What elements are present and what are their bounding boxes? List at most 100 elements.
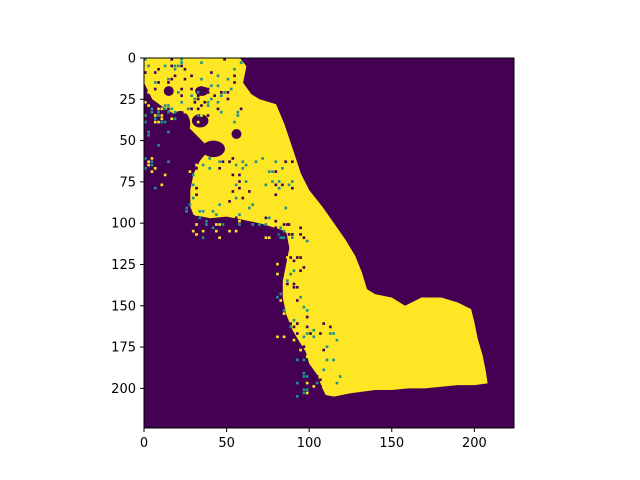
mask-pixel: [241, 160, 245, 164]
mask-pixel: [312, 385, 316, 388]
mask-pixel: [193, 67, 197, 71]
mask-pixel: [147, 186, 150, 190]
mask-pixel: [302, 335, 306, 339]
mask-pixel: [173, 117, 177, 121]
mask-pixel: [299, 259, 302, 263]
mask-pixel: [200, 67, 203, 71]
mask-pixel: [153, 167, 157, 170]
x-tick-label: 100: [297, 436, 322, 451]
mask-pixel: [195, 163, 198, 167]
mask-pixel: [228, 160, 231, 164]
mask-pixel: [147, 130, 150, 134]
mask-pixel: [218, 203, 221, 206]
mask-hole: [170, 110, 191, 138]
mask-pixel: [276, 272, 279, 276]
mask-pixel: [208, 186, 212, 190]
mask-pixel: [173, 64, 177, 68]
mask-pixel: [144, 157, 147, 160]
mask-pixel: [248, 190, 251, 193]
mask-pixel: [267, 216, 271, 220]
x-tick-label: 0: [140, 436, 148, 451]
mask-pixel: [329, 325, 332, 329]
mask-pixel: [289, 256, 292, 259]
mask-pixel: [325, 345, 329, 349]
mask-pixel: [163, 64, 167, 68]
mask-pixel: [216, 84, 220, 88]
mask-pixel: [248, 206, 251, 210]
mask-hole: [191, 114, 209, 128]
mask-pixel: [295, 381, 299, 385]
mask-pixel: [208, 183, 212, 187]
mask-pixel: [223, 94, 226, 97]
mask-pixel: [335, 338, 339, 342]
mask-pixel: [284, 229, 288, 233]
mask-pixel: [322, 348, 326, 352]
mask-pixel: [205, 209, 208, 213]
mask-pixel: [224, 160, 228, 164]
mask-pixel: [305, 388, 309, 391]
mask-pixel: [183, 110, 187, 114]
mask-pixel: [315, 378, 319, 382]
mask-pixel: [157, 107, 160, 111]
mask-pixel: [185, 209, 188, 213]
mask-pixel: [319, 385, 322, 388]
mask-pixel: [180, 61, 183, 64]
mask-pixel: [173, 104, 177, 107]
mask-pixel: [254, 160, 258, 164]
mask-pixel: [309, 332, 312, 335]
mask-pixel: [170, 74, 174, 78]
mask-pixel: [335, 381, 339, 385]
mask-pixel: [299, 269, 302, 273]
mask-pixel: [238, 219, 241, 223]
mask-pixel: [183, 77, 187, 81]
mask-pixel: [299, 256, 302, 259]
mask-pixel: [213, 94, 217, 97]
mask-pixel: [191, 173, 195, 177]
mask-pixel: [295, 318, 299, 322]
mask-pixel: [195, 167, 198, 170]
mask-pixel: [238, 180, 241, 183]
mask-pixel: [274, 226, 278, 230]
mask-pixel: [233, 67, 236, 71]
mask-pixel: [295, 355, 299, 358]
mask-pixel: [205, 219, 208, 223]
mask-pixel: [147, 163, 150, 167]
mask-pixel: [254, 206, 258, 210]
mask-pixel: [183, 67, 187, 71]
y-tick-label: 125: [111, 258, 136, 273]
mask-pixel: [312, 335, 316, 339]
mask-pixel: [291, 236, 294, 240]
mask-pixel: [284, 160, 288, 164]
mask-pixel: [163, 107, 167, 111]
mask-pixel: [157, 120, 160, 124]
mask-pixel: [190, 87, 193, 91]
mask-pixel: [289, 325, 292, 329]
mask-pixel: [163, 110, 167, 114]
mask-pixel: [274, 219, 278, 223]
mask-pixel: [191, 183, 195, 187]
mask-pixel: [299, 295, 302, 299]
mask-pixel: [201, 229, 205, 233]
mask-pixel: [286, 299, 289, 302]
mask-pixel: [147, 64, 150, 68]
mask-pixel: [267, 193, 271, 197]
mask-pixel: [329, 345, 332, 349]
mask-pixel: [264, 236, 268, 240]
mask-pixel: [264, 183, 268, 187]
mask-pixel: [264, 223, 268, 226]
mask-pixel: [167, 130, 170, 134]
mask-pixel: [234, 216, 238, 220]
mask-pixel: [226, 97, 230, 101]
mask-pixel: [229, 104, 233, 107]
mask-pixel: [295, 322, 299, 325]
mask-pixel: [177, 81, 180, 84]
mask-pixel: [282, 312, 286, 316]
mask-pixel: [180, 91, 183, 94]
mask-pixel: [287, 183, 291, 187]
mask-pixel: [281, 167, 284, 170]
mask-pixel: [223, 91, 226, 94]
mask-pixel: [274, 206, 278, 210]
mask-pixel: [215, 223, 218, 226]
mask-pixel: [203, 100, 207, 104]
mask-pixel: [279, 285, 283, 289]
